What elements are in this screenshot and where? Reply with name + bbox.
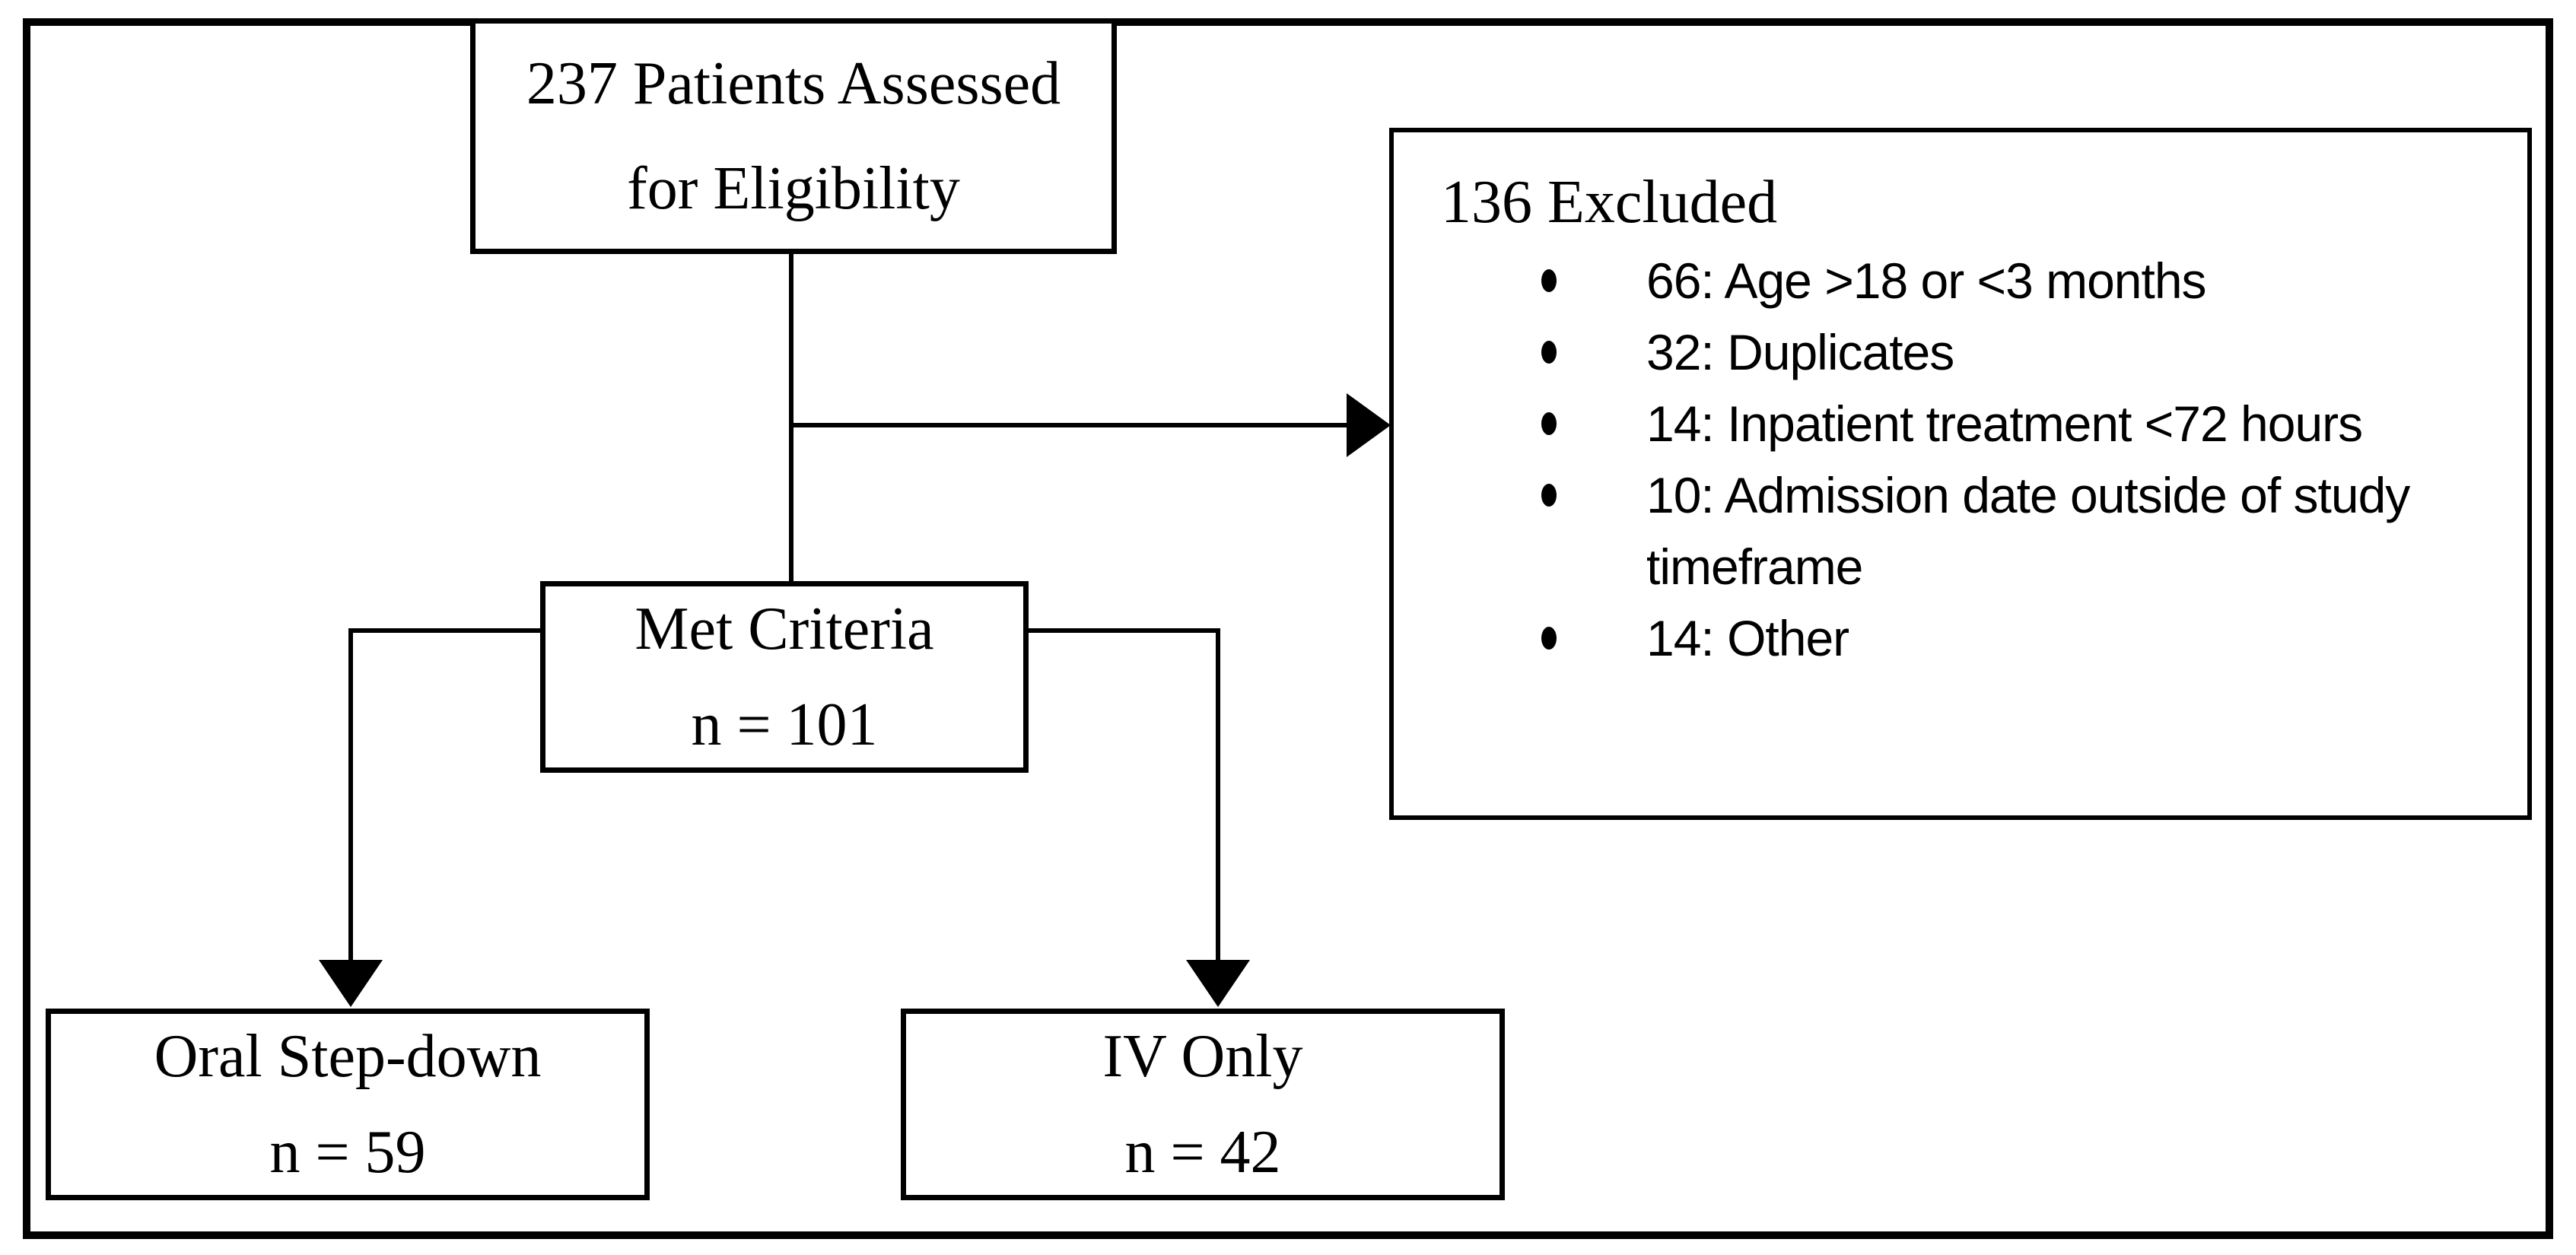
bullet-icon: [1541, 412, 1557, 435]
connector-met-to-oral: [348, 628, 353, 961]
exclusion-reasons-list: 66: Age >18 or <3 months 32: Duplicates …: [1441, 245, 2497, 674]
bullet-icon: [1541, 341, 1557, 364]
diagram-outer-frame: [23, 18, 2553, 1239]
oral-stepdown-label: Oral Step-down: [154, 1023, 542, 1090]
connector-met-left-arm: [348, 628, 542, 633]
met-criteria-box: Met Criteria n = 101: [540, 581, 1029, 773]
iv-only-label: IV Only: [1102, 1023, 1303, 1090]
arrowhead-down-right-icon: [1186, 960, 1250, 1007]
exclusion-item: 14: Other: [1541, 602, 2497, 674]
exclusion-item: 10: Admission date outside of study time…: [1541, 459, 2497, 602]
met-criteria-count: n = 101: [691, 691, 878, 758]
iv-only-count: n = 42: [1124, 1119, 1281, 1186]
exclusion-item: 14: Inpatient treatment <72 hours: [1541, 388, 2497, 459]
bullet-icon: [1541, 627, 1557, 650]
excluded-title: 136 Excluded: [1441, 169, 1778, 236]
arrowhead-right-icon: [1347, 393, 1391, 457]
connector-met-to-iv: [1216, 628, 1220, 961]
exclusion-item-text: 10: Admission date outside of study time…: [1646, 467, 2410, 595]
exclusion-item-text: 32: Duplicates: [1646, 324, 1954, 380]
oral-stepdown-count: n = 59: [269, 1119, 426, 1186]
met-criteria-label: Met Criteria: [634, 596, 934, 662]
exclusion-item: 32: Duplicates: [1541, 316, 2497, 388]
oral-stepdown-box: Oral Step-down n = 59: [46, 1009, 650, 1200]
assessed-for-eligibility-box: 237 Patients Assessed for Eligibility: [470, 18, 1117, 254]
connector-met-right-arm: [1026, 628, 1218, 633]
exclusion-item: 66: Age >18 or <3 months: [1541, 245, 2497, 316]
bullet-icon: [1541, 269, 1557, 292]
assessed-box-line2: for Eligibility: [627, 155, 960, 222]
excluded-box: 136 Excluded 66: Age >18 or <3 months 32…: [1389, 128, 2532, 820]
assessed-box-line1: 237 Patients Assessed: [526, 50, 1061, 117]
exclusion-item-text: 14: Inpatient treatment <72 hours: [1646, 396, 2363, 452]
connector-to-excluded: [791, 423, 1347, 427]
arrowhead-down-left-icon: [319, 960, 383, 1007]
bullet-icon: [1541, 484, 1557, 507]
iv-only-box: IV Only n = 42: [901, 1009, 1505, 1200]
exclusion-item-text: 66: Age >18 or <3 months: [1646, 253, 2207, 309]
connector-assessed-to-met: [789, 254, 793, 581]
exclusion-item-text: 14: Other: [1646, 610, 1849, 666]
